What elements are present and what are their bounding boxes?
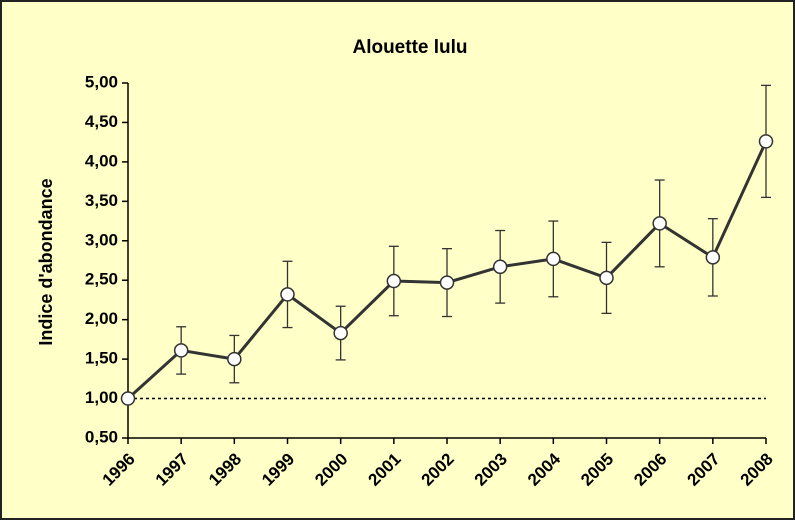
y-tick-label: 4,50 [85,112,118,131]
data-point [546,251,561,267]
y-tick-label: 0,50 [85,427,118,446]
data-point [439,275,455,290]
data-point [705,250,721,265]
y-tick-label: 1,00 [85,388,118,407]
data-point [333,325,348,341]
data-point [652,216,667,231]
y-tick-label: 1,50 [85,349,118,368]
y-tick-label: 3,00 [85,230,118,249]
y-tick-label: 3,50 [85,191,118,210]
data-point [227,351,242,367]
y-tick-label: 2,50 [85,270,118,289]
data-point [758,134,774,149]
data-point [386,273,402,289]
y-tick-label: 2,00 [85,309,118,328]
y-tick-label: 4,00 [85,151,118,170]
data-point [599,270,614,286]
y-tick-label: 5,00 [85,72,118,91]
data-point [280,287,295,302]
chart-title: Alouette lulu [352,37,467,58]
data-point [173,343,189,358]
data-point [492,259,508,275]
data-point [120,391,136,406]
y-axis-label: Indice d'abondance [36,178,56,345]
